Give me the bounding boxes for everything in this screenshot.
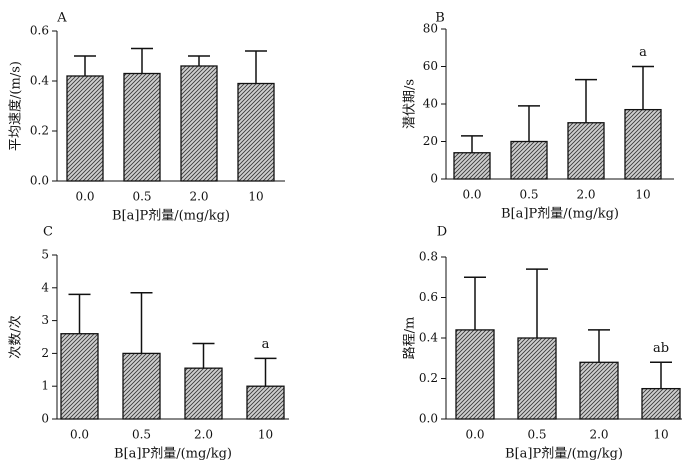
significance-label: a [262, 337, 270, 352]
y-tick-label: 1 [41, 379, 49, 393]
bar [184, 367, 223, 420]
bar [246, 385, 285, 420]
y-tick-label: 0.2 [30, 124, 49, 138]
chart-panel-c: C 0 1 2 3 4 5 0.0 0.5 2.0 10 a B[a]P剂量/(mg/kg) 次数/次 [8, 225, 289, 462]
y-tick-label: 20 [423, 134, 438, 148]
x-tick-label: 0.0 [465, 428, 484, 442]
x-tick-label: 0.0 [462, 188, 481, 202]
bar [122, 352, 161, 420]
x-tick-label: 10 [653, 428, 668, 442]
x-tick-label: 10 [258, 428, 273, 442]
x-tick-label: 2.0 [194, 428, 213, 442]
y-axis-label: 路程/m [402, 317, 418, 360]
bar [237, 82, 275, 182]
y-tick-label: 0.6 [419, 290, 438, 304]
y-tick-label: 0.0 [419, 412, 438, 426]
panel-label: D [437, 225, 447, 240]
y-axis-label: 次数/次 [8, 315, 24, 358]
bar [453, 152, 491, 180]
x-tick-label: 0.0 [70, 428, 89, 442]
significance-label: a [639, 45, 647, 60]
bar [624, 108, 662, 180]
bar [455, 329, 495, 420]
y-tick-label: 3 [41, 313, 49, 327]
panel-label: C [43, 225, 53, 240]
x-tick-label: 0.5 [132, 190, 151, 204]
y-axis-label: 平均速度/(m/s) [8, 61, 24, 151]
x-tick-label: 10 [248, 190, 263, 204]
y-tick-label: 5 [41, 248, 49, 262]
x-axis-label: B[a]P剂量/(mg/kg) [114, 447, 232, 462]
y-tick-label: 2 [41, 346, 49, 360]
bar [510, 140, 548, 180]
y-tick-label: 0 [41, 412, 49, 426]
panel-label: A [56, 11, 67, 26]
bar [180, 65, 218, 182]
x-axis-label: B[a]P剂量/(mg/kg) [112, 209, 230, 224]
bar [567, 122, 605, 180]
bar [579, 361, 619, 420]
x-tick-label: 0.5 [132, 428, 151, 442]
y-tick-label: 0.2 [419, 371, 438, 385]
x-tick-label: 2.0 [576, 188, 595, 202]
x-tick-label: 10 [635, 188, 650, 202]
y-tick-label: 0.8 [419, 250, 438, 264]
panel-label: B [435, 11, 445, 26]
chart-panel-b: B 0 20 40 60 80 0.0 0.5 2.0 10 a B[a]P剂量/(mg/kg) 潜伏期… [403, 11, 674, 222]
bar [641, 387, 681, 420]
significance-label: ab [653, 341, 669, 356]
x-tick-label: 0.5 [527, 428, 546, 442]
x-axis-label: B[a]P剂量/(mg/kg) [501, 207, 619, 222]
x-tick-label: 2.0 [189, 190, 208, 204]
x-tick-label: 2.0 [589, 428, 608, 442]
y-tick-label: 80 [423, 22, 438, 36]
y-axis-label: 潜伏期/s [403, 79, 418, 129]
bar [66, 75, 104, 182]
x-tick-label: 0.5 [519, 188, 538, 202]
y-tick-label: 40 [423, 97, 438, 111]
y-tick-label: 0.4 [419, 331, 438, 345]
x-axis-label: B[a]P剂量/(mg/kg) [505, 447, 623, 462]
chart-panel-d: D 0.0 0.2 0.4 0.6 0.8 0.0 0.5 2.0 10 ab B[a]P剂量/(mg… [402, 225, 682, 462]
y-tick-label: 0 [430, 172, 438, 186]
y-tick-label: 0.6 [30, 24, 49, 38]
bar [60, 333, 99, 420]
x-tick-label: 0.0 [75, 190, 94, 204]
y-tick-label: 4 [41, 280, 49, 294]
y-tick-label: 0.0 [30, 174, 49, 188]
chart-panel-a: A 0.0 0.2 0.4 0.6 0.0 0.5 2.0 10 B[a]P剂量/(mg/kg) 平… [8, 11, 285, 224]
y-tick-label: 60 [423, 59, 438, 73]
bar [517, 337, 557, 420]
bar [123, 72, 161, 182]
y-tick-label: 0.4 [30, 74, 49, 88]
